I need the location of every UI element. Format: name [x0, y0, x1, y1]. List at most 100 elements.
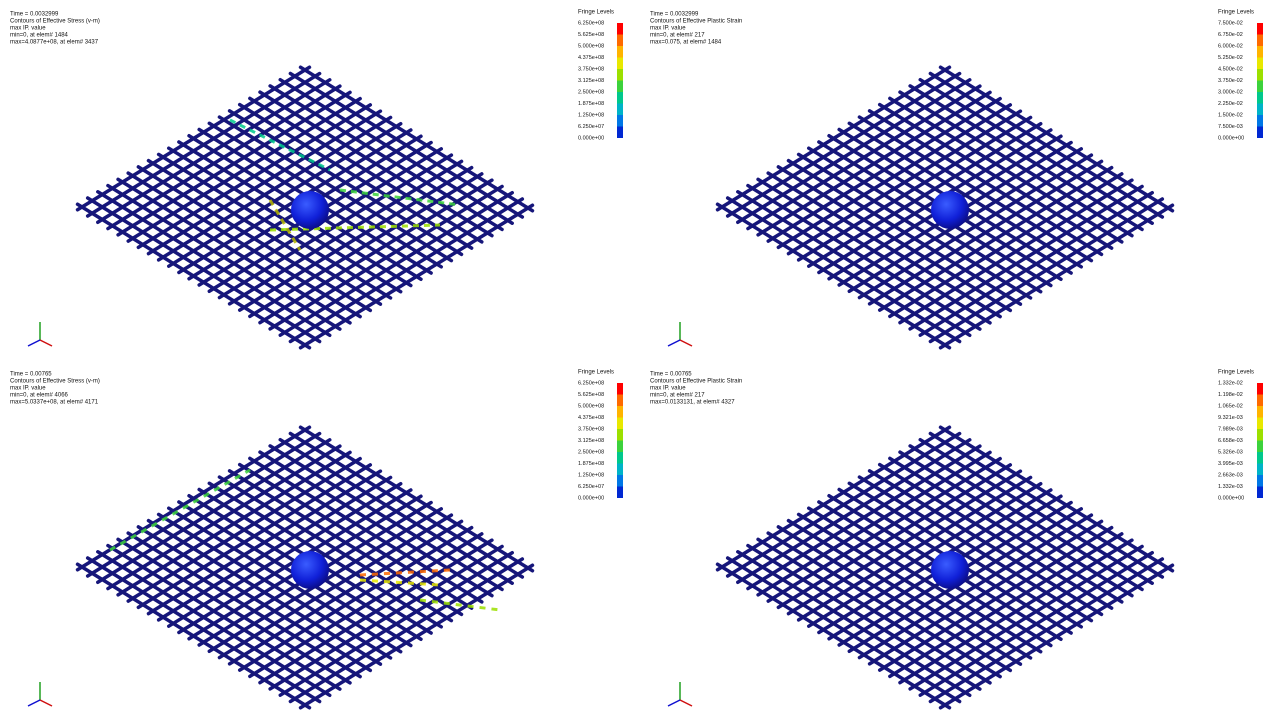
- legend-swatch: [617, 69, 623, 81]
- legend-level: 5.625e+08: [578, 32, 604, 38]
- legend-swatch: [617, 440, 623, 452]
- legend-level: 3.125e+08: [578, 438, 604, 444]
- mesh-line: [268, 184, 504, 331]
- legend-swatch: [617, 103, 623, 115]
- stress-band: [268, 199, 302, 251]
- header-line: Time = 0.00765: [10, 372, 52, 378]
- legend-level: 6.000e-02: [1218, 43, 1243, 49]
- mesh-line: [268, 544, 504, 691]
- mesh-line: [278, 190, 514, 337]
- legend-swatch: [1257, 463, 1263, 475]
- legend-level: 3.000e-02: [1218, 89, 1243, 95]
- mesh-line: [217, 475, 454, 623]
- legend-level: 4.375e+08: [578, 415, 604, 421]
- axis-z: [27, 699, 41, 707]
- legend-swatch: [1257, 126, 1263, 138]
- legend-level: 6.658e-03: [1218, 438, 1243, 444]
- mesh-line: [918, 437, 1154, 585]
- legend-level: 7.500e-02: [1218, 20, 1243, 26]
- legend-level: 6.250e+08: [578, 380, 604, 386]
- mesh-line: [207, 121, 443, 269]
- header-line: max IP. value: [10, 26, 46, 32]
- mesh-line: [888, 532, 1124, 679]
- mesh-line: [237, 525, 474, 672]
- legend-swatch: [1257, 475, 1263, 487]
- legend-swatch: [1257, 115, 1263, 127]
- axis-x: [39, 699, 53, 707]
- mesh-line: [888, 456, 1124, 604]
- mesh-line: [857, 513, 1094, 660]
- mesh-line: [217, 115, 454, 263]
- mesh-line: [207, 481, 443, 629]
- header-line: max IP. value: [650, 386, 686, 392]
- mesh-line: [227, 159, 464, 306]
- mesh-line: [258, 450, 494, 598]
- legend-swatch: [617, 126, 623, 138]
- stress-band: [109, 468, 251, 552]
- mesh-line: [217, 513, 454, 660]
- legend-level: 5.326e-03: [1218, 449, 1243, 455]
- header-line: max=0.075, at elem# 1484: [650, 40, 722, 46]
- legend-swatch: [1257, 429, 1263, 441]
- legend-swatch: [617, 452, 623, 464]
- mesh-line: [298, 425, 535, 573]
- mesh-line: [908, 544, 1144, 691]
- legend-swatch: [1257, 46, 1263, 58]
- legend-title: Fringe Levels: [578, 370, 614, 376]
- legend-level: 1.332e-02: [1218, 380, 1243, 386]
- header-line: Contours of Effective Stress (v-m): [10, 379, 100, 385]
- axis-x: [39, 339, 53, 347]
- mesh-line: [898, 538, 1134, 685]
- legend-level: 0.000e+00: [1218, 135, 1244, 141]
- mesh-line: [898, 90, 1134, 238]
- impactor-sphere: [291, 551, 329, 589]
- axis-z: [27, 339, 41, 347]
- legend-swatch: [1257, 23, 1263, 35]
- mesh-line: [237, 165, 474, 312]
- legend-swatch: [617, 486, 623, 498]
- legend-swatch: [617, 429, 623, 441]
- mesh-line: [227, 519, 464, 666]
- header-line: max=0.0133131, at elem# 4327: [650, 400, 735, 406]
- mesh-line: [288, 71, 525, 219]
- legend-level: 7.989e-03: [1218, 426, 1243, 432]
- legend-level: 5.000e+08: [578, 43, 604, 49]
- legend-swatch: [617, 34, 623, 46]
- mesh-line: [298, 65, 535, 213]
- mesh-line: [898, 450, 1134, 598]
- mesh-line: [918, 77, 1154, 225]
- legend-swatch: [1257, 406, 1263, 418]
- legend-level: 6.250e+07: [578, 124, 604, 130]
- header-line: max IP. value: [650, 26, 686, 32]
- mesh-line: [867, 469, 1104, 617]
- mesh-line: [888, 96, 1124, 244]
- mesh-line: [938, 425, 1175, 573]
- mesh-line: [278, 77, 514, 225]
- stress-band: [419, 598, 501, 612]
- legend-swatch: [1257, 103, 1263, 115]
- legend-swatch: [617, 383, 623, 395]
- legend-level: 2.500e+08: [578, 89, 604, 95]
- mesh-line: [248, 532, 484, 679]
- legend-swatch: [1257, 92, 1263, 104]
- mesh-line: [938, 563, 1175, 710]
- mesh-line: [278, 437, 514, 585]
- legend-swatch: [617, 23, 623, 35]
- impactor-sphere: [931, 191, 969, 229]
- impactor-sphere: [291, 191, 329, 229]
- mesh-line: [258, 538, 494, 685]
- mesh-line: [227, 469, 464, 617]
- mesh-line: [888, 172, 1124, 319]
- header-line: max IP. value: [10, 386, 46, 392]
- mesh-line: [857, 475, 1094, 623]
- mesh-line: [248, 456, 484, 604]
- mesh-line: [877, 525, 1114, 672]
- legend-level: 3.750e-02: [1218, 78, 1243, 84]
- axis-z: [667, 339, 681, 347]
- mesh-line: [877, 462, 1114, 610]
- legend-title: Fringe Levels: [1218, 10, 1254, 16]
- mesh-line: [877, 102, 1114, 250]
- legend-level: 5.250e-02: [1218, 55, 1243, 61]
